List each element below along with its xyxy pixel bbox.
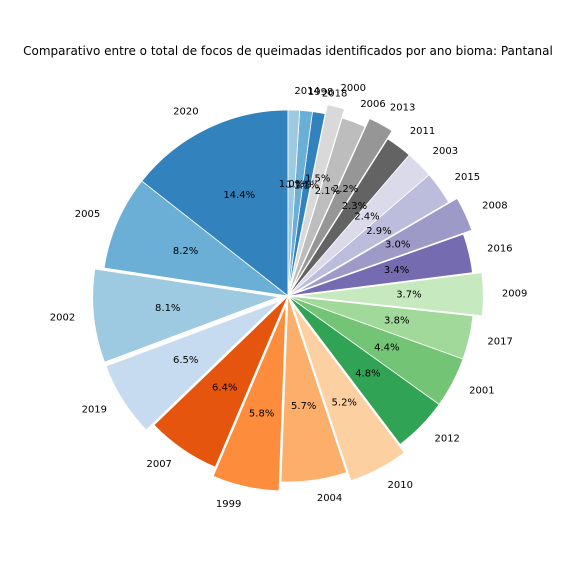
- pie-percent-label-2006: 2.1%: [315, 186, 340, 197]
- pie-percent-label-2009: 3.7%: [396, 289, 421, 300]
- pie-category-label-2003: 2003: [433, 146, 458, 157]
- pie-percent-label-2020: 14.4%: [223, 190, 255, 201]
- pie-percent-label-2005: 8.2%: [173, 246, 198, 257]
- pie-category-label-2006: 2006: [360, 99, 385, 110]
- pie-percent-labels: 14.4% 8.2% 8.1% 6.5% 6.4% 5.8% 5.7% 5.2% 4.8% 4.4…: [155, 173, 422, 419]
- pie-category-label-2001: 2001: [469, 386, 494, 397]
- pie-percent-label-1999: 5.8%: [249, 408, 274, 419]
- pie-category-label-2007: 2007: [146, 459, 171, 470]
- pie-percent-label-2010: 5.2%: [332, 398, 357, 409]
- pie-percent-label-2018: 1.1%: [294, 180, 319, 191]
- pie-slice-2019: [105, 300, 281, 431]
- pie-category-label-2009: 2009: [502, 288, 527, 299]
- pie-category-label-2017: 2017: [487, 336, 512, 347]
- pie-category-label-2014: 2014: [294, 86, 319, 97]
- pie-category-label-2010: 2010: [387, 480, 412, 491]
- pie-percent-label-2007: 6.4%: [212, 382, 237, 393]
- pie-category-label-2008: 2008: [482, 201, 507, 212]
- pie-category-label-2018: 2018: [322, 89, 347, 100]
- pie-category-label-2002: 2002: [50, 313, 75, 324]
- pie-percent-label-2004: 5.7%: [291, 401, 316, 412]
- pie-category-label-2015: 2015: [455, 172, 480, 183]
- pie-category-label-1998: 1998: [308, 87, 333, 98]
- pie-slice-2016: [287, 233, 473, 297]
- pie-percent-label-2000: 1.5%: [305, 173, 330, 184]
- pie-slice-2011: [287, 138, 410, 297]
- pie-category-label-2020: 2020: [173, 106, 198, 117]
- pie-slice-2020: [141, 109, 289, 297]
- pie-slice-2017: [287, 295, 474, 360]
- pie-percent-label-2003: 2.4%: [354, 212, 379, 223]
- pie-slice-2005: [103, 180, 290, 297]
- pie-percent-label-2019: 6.5%: [173, 355, 198, 366]
- pie-percent-label-2016: 3.4%: [384, 265, 409, 276]
- pie-category-label-2012: 2012: [434, 433, 459, 444]
- pie-category-label-2005: 2005: [75, 209, 100, 220]
- pie-slice-2007: [153, 295, 289, 468]
- pie-percent-label-2013: 2.2%: [333, 184, 358, 195]
- pie-category-label-2019: 2019: [82, 405, 107, 416]
- pie-slice-2009: [297, 272, 484, 317]
- pie-slice-2000: [289, 104, 345, 288]
- pie-category-label-1999: 1999: [216, 499, 241, 510]
- pie-percent-label-2008: 3.0%: [385, 240, 410, 251]
- pie-category-label-2016: 2016: [487, 243, 512, 254]
- pie-category-label-2000: 2000: [341, 83, 366, 94]
- pie-percent-label-2014: 1.0%: [279, 179, 304, 190]
- pie-category-label-2011: 2011: [410, 126, 435, 137]
- pie-slice-1999: [212, 304, 287, 492]
- pie-percent-label-2001: 4.4%: [374, 342, 399, 353]
- pie-percent-label-2002: 8.1%: [155, 303, 180, 314]
- pie-percent-label-2011: 2.3%: [342, 201, 367, 212]
- pie-percent-label-1998: 1.1%: [286, 179, 311, 190]
- pie-slice-2010: [291, 303, 406, 482]
- pie-category-label-2013: 2013: [390, 102, 415, 113]
- pie-slice-2002: [92, 268, 281, 363]
- pie-slice-2008: [296, 197, 473, 293]
- pie-percent-label-2017: 3.8%: [384, 316, 409, 327]
- pie-slice-2004: [280, 295, 348, 483]
- pie-slice-2006: [287, 117, 366, 297]
- pie-percent-label-2012: 4.8%: [355, 368, 380, 379]
- pie-percent-label-2015: 2.9%: [366, 226, 391, 237]
- pie-slice-2014: [287, 109, 301, 297]
- chart-title: Comparativo entre o total de focos de qu…: [23, 44, 553, 58]
- pie-slices: [92, 104, 484, 492]
- pie-slice-2013: [292, 118, 393, 289]
- pie-category-labels: 2020 2005 2002 2019 2007 1999 2004 2010 2012 2001…: [50, 83, 528, 510]
- pie-category-label-2004: 2004: [317, 493, 342, 504]
